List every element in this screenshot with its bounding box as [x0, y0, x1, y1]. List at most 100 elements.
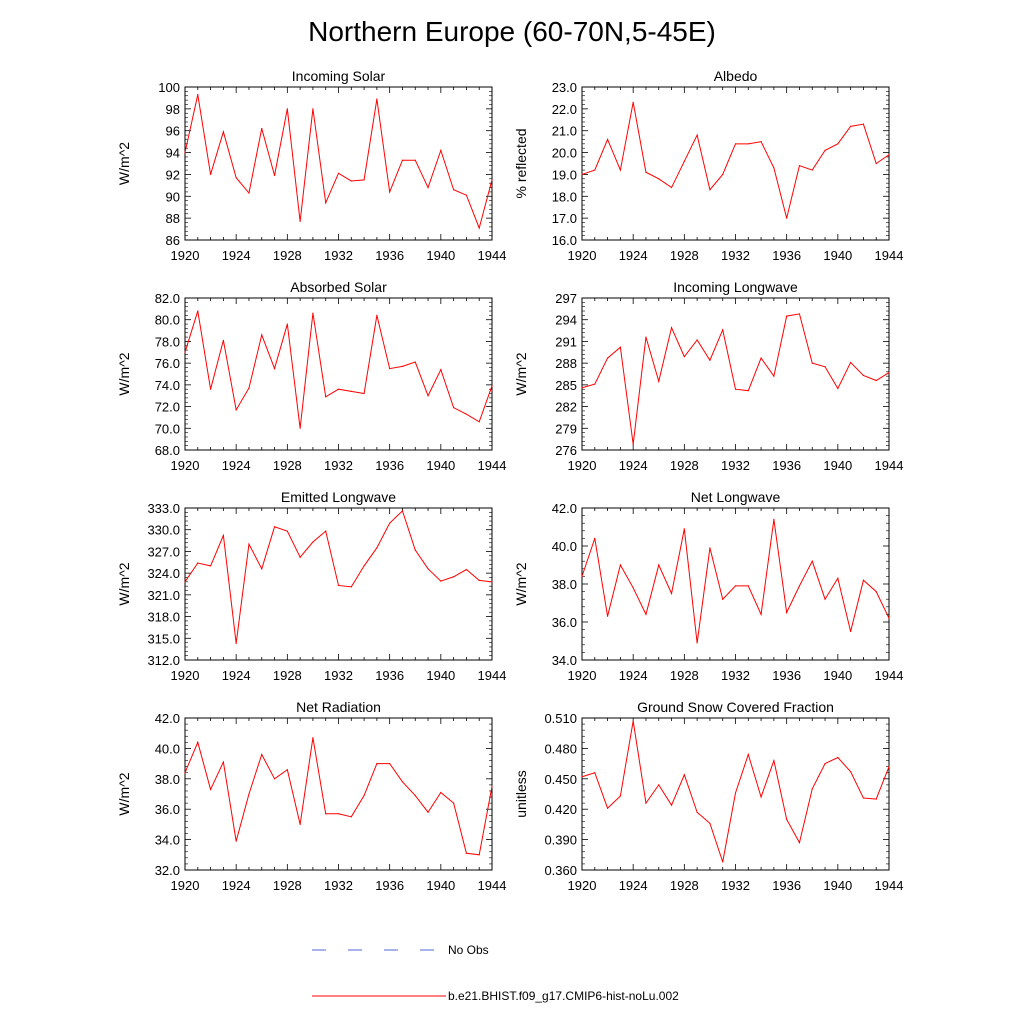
- ground-snow-covered-fraction-x-tick-label: 1924: [619, 878, 648, 893]
- net-radiation-data-point: [363, 794, 365, 797]
- net-longwave-x-tick-label: 1920: [568, 668, 597, 683]
- emitted-longwave-data-point: [273, 526, 276, 528]
- incoming-solar-data-point: [235, 177, 237, 179]
- absorbed-solar-x-tick-label: 1944: [478, 458, 507, 473]
- emitted-longwave-x-tick-label: 1932: [324, 668, 353, 683]
- incoming-longwave-x-tick-label: 1944: [875, 458, 904, 473]
- albedo-series-line: [581, 102, 890, 219]
- emitted-longwave-data-point: [491, 581, 493, 583]
- incoming-solar-series-line: [184, 94, 493, 230]
- incoming-solar-x-tick-label: 1944: [478, 248, 507, 263]
- net-radiation-y-tick-label: 42.0: [155, 711, 180, 726]
- net-radiation-data-point: [427, 811, 429, 813]
- incoming-longwave-data-point: [606, 357, 609, 359]
- absorbed-solar-y-tick-label: 72.0: [155, 400, 180, 415]
- albedo-title: Albedo: [714, 68, 758, 84]
- incoming-longwave-data-point: [824, 366, 826, 368]
- net-longwave-y-tick-label: 38.0: [552, 577, 577, 592]
- absorbed-solar-x-tick-label: 1928: [273, 458, 302, 473]
- incoming-solar-data-point: [273, 174, 276, 177]
- incoming-solar-x-tick-label: 1932: [324, 248, 353, 263]
- emitted-longwave-y-tick-label: 333.0: [147, 501, 180, 516]
- absorbed-solar-data-point: [248, 387, 250, 389]
- net-longwave-data-point: [773, 518, 775, 521]
- emitted-longwave-y-axis-label: W/m^2: [116, 562, 132, 605]
- albedo-data-point: [773, 167, 775, 169]
- incoming-solar-data-point: [427, 186, 429, 189]
- ground-snow-covered-fraction-data-point: [786, 818, 788, 820]
- absorbed-solar-data-point: [389, 367, 391, 370]
- net-longwave-data-point: [696, 642, 698, 644]
- net-radiation-data-point: [209, 788, 212, 791]
- net-longwave-x-tick-label: 1944: [875, 668, 904, 683]
- incoming-longwave-data-point: [670, 327, 673, 329]
- ground-snow-covered-fraction-x-tick-label: 1932: [721, 878, 750, 893]
- net-longwave-x-tick-label: 1936: [772, 668, 801, 683]
- legend-no-obs-label: No Obs: [448, 943, 489, 957]
- emitted-longwave-data-point: [453, 576, 455, 578]
- incoming-solar-y-tick-label: 96: [166, 124, 180, 139]
- net-radiation-data-point: [286, 769, 288, 771]
- emitted-longwave-y-tick-label: 330.0: [147, 523, 180, 538]
- albedo-data-point: [747, 143, 749, 145]
- net-longwave-y-axis-label: W/m^2: [513, 562, 529, 605]
- incoming-longwave-data-point: [722, 329, 724, 331]
- emitted-longwave-title: Emitted Longwave: [281, 489, 396, 505]
- absorbed-solar-data-point: [337, 388, 340, 390]
- incoming-longwave-data-point: [862, 374, 865, 377]
- net-radiation-data-point: [465, 852, 468, 854]
- absorbed-solar-data-point: [453, 407, 455, 409]
- incoming-solar-data-point: [337, 172, 340, 174]
- net-longwave-data-point: [862, 579, 865, 581]
- albedo-data-point: [683, 160, 685, 162]
- net-radiation-data-point: [350, 816, 352, 818]
- absorbed-solar-x-tick-label: 1924: [222, 458, 251, 473]
- net-longwave-data-point: [875, 591, 877, 593]
- panel-emitted-longwave: 1920 1924 1928 1932 1936 1940 1944 312.0 315.0 31…: [116, 489, 506, 683]
- absorbed-solar-data-point: [363, 392, 365, 395]
- incoming-solar-x-tick-label: 1940: [426, 248, 455, 263]
- absorbed-solar-y-tick-label: 74.0: [155, 378, 180, 393]
- absorbed-solar-data-point: [465, 413, 468, 415]
- incoming-solar-data-point: [261, 127, 263, 130]
- albedo-y-tick-label: 22.0: [552, 102, 577, 117]
- net-longwave-data-point: [581, 575, 583, 578]
- albedo-plot-frame: [581, 86, 890, 241]
- net-radiation-y-tick-label: 40.0: [155, 741, 180, 756]
- incoming-solar-data-point: [453, 189, 455, 191]
- net-longwave-data-point: [747, 585, 749, 587]
- panel-incoming-longwave: 1920 1924 1928 1932 1936 1940 1944 276 279 282 285…: [513, 279, 903, 473]
- net-longwave-data-point: [786, 611, 788, 614]
- net-longwave-y-tick-label: 40.0: [552, 539, 577, 554]
- emitted-longwave-data-point: [248, 543, 250, 545]
- incoming-solar-y-tick-label: 86: [166, 233, 180, 248]
- absorbed-solar-y-tick-label: 82.0: [155, 291, 180, 306]
- ground-snow-covered-fraction-x-tick-label: 1944: [875, 878, 904, 893]
- emitted-longwave-data-point: [184, 581, 186, 583]
- albedo-data-point: [670, 186, 673, 189]
- net-radiation-data-point: [389, 763, 391, 765]
- incoming-solar-data-point: [478, 227, 480, 229]
- emitted-longwave-data-point: [363, 565, 365, 567]
- incoming-solar-y-axis-label: W/m^2: [116, 142, 132, 185]
- net-longwave-data-point: [734, 585, 737, 587]
- incoming-longwave-data-point: [837, 387, 839, 390]
- net-radiation-data-point: [184, 772, 186, 774]
- net-radiation-data-point: [453, 802, 455, 804]
- net-longwave-title: Net Longwave: [691, 489, 781, 505]
- incoming-longwave-x-tick-label: 1940: [823, 458, 852, 473]
- incoming-solar-y-tick-label: 94: [166, 146, 180, 161]
- absorbed-solar-x-tick-label: 1932: [324, 458, 353, 473]
- net-longwave-data-point: [670, 592, 673, 595]
- incoming-solar-data-point: [312, 108, 314, 110]
- albedo-data-point: [888, 154, 890, 156]
- incoming-longwave-y-tick-label: 279: [555, 421, 577, 436]
- albedo-y-tick-label: 21.0: [552, 124, 577, 139]
- ground-snow-covered-fraction-data-point: [696, 811, 698, 813]
- absorbed-solar-series-line: [184, 310, 493, 429]
- incoming-longwave-x-tick-label: 1932: [721, 458, 750, 473]
- ground-snow-covered-fraction-y-tick-label: 0.450: [544, 772, 577, 787]
- net-longwave-y-tick-label: 36.0: [552, 615, 577, 630]
- emitted-longwave-data-point: [465, 568, 468, 571]
- emitted-longwave-x-tick-label: 1928: [273, 668, 302, 683]
